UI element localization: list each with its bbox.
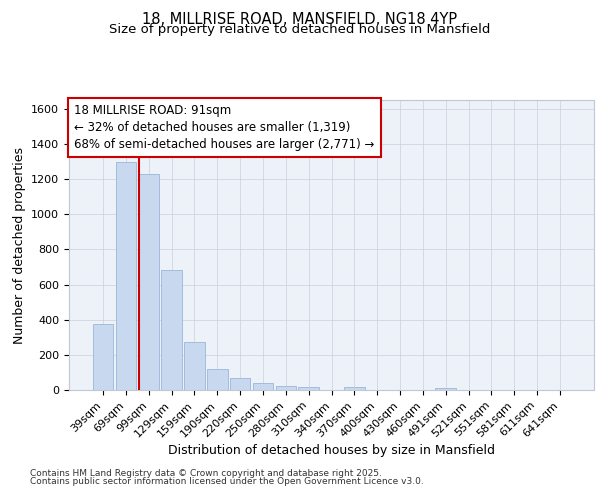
Bar	[184, 342, 205, 390]
Text: Size of property relative to detached houses in Mansfield: Size of property relative to detached ho…	[109, 22, 491, 36]
Text: 18 MILLRISE ROAD: 91sqm
← 32% of detached houses are smaller (1,319)
68% of semi: 18 MILLRISE ROAD: 91sqm ← 32% of detache…	[74, 104, 374, 152]
Bar	[436, 388, 456, 390]
Y-axis label: Number of detached properties: Number of detached properties	[13, 146, 26, 344]
Text: 18, MILLRISE ROAD, MANSFIELD, NG18 4YP: 18, MILLRISE ROAD, MANSFIELD, NG18 4YP	[142, 12, 458, 28]
Text: Contains public sector information licensed under the Open Government Licence v3: Contains public sector information licen…	[30, 477, 424, 486]
Bar	[230, 378, 250, 390]
Bar	[207, 369, 227, 390]
Bar	[139, 174, 159, 390]
X-axis label: Distribution of detached houses by size in Mansfield: Distribution of detached houses by size …	[168, 444, 495, 457]
Text: Contains HM Land Registry data © Crown copyright and database right 2025.: Contains HM Land Registry data © Crown c…	[30, 468, 382, 477]
Bar	[116, 162, 136, 390]
Bar	[93, 324, 113, 390]
Bar	[161, 270, 182, 390]
Bar	[344, 388, 365, 390]
Bar	[253, 383, 273, 390]
Bar	[298, 388, 319, 390]
Bar	[275, 386, 296, 390]
